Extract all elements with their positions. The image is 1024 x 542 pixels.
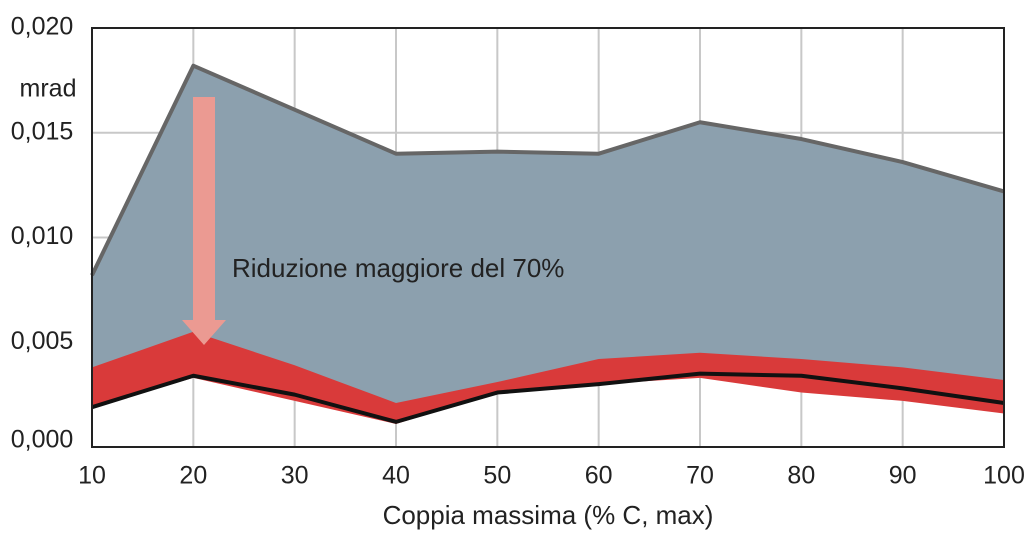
- annotation: Riduzione maggiore del 70%: [232, 253, 564, 283]
- x-tick-label: 20: [179, 462, 207, 490]
- y-tick-label: 0,010: [11, 222, 74, 250]
- y-tick-label: 0,015: [11, 117, 74, 145]
- area-edge: [90, 63, 1005, 277]
- arrow: [182, 97, 226, 345]
- x-tick-label: 60: [585, 462, 613, 490]
- x-tick-label: 70: [686, 462, 714, 490]
- x-tick-label: 90: [889, 462, 917, 490]
- y-tick-label: 0,005: [11, 327, 74, 355]
- area: [92, 65, 1004, 422]
- x-tick-label: 80: [787, 462, 815, 490]
- x-axis-label: Coppia massima (% C, max): [383, 500, 714, 530]
- x-tick-label: 30: [281, 462, 309, 490]
- y-tick-label: 0,000: [11, 426, 74, 454]
- x-tick-label: 50: [483, 462, 511, 490]
- y-tick-label: 0,020: [11, 13, 74, 41]
- plot-frame: [91, 27, 1005, 448]
- y-unit: mrad: [20, 75, 77, 103]
- line: [91, 371, 1005, 424]
- x-tick-label: 10: [78, 462, 106, 490]
- x-tick-label: 100: [983, 462, 1024, 490]
- x-tick-label: 40: [382, 462, 410, 490]
